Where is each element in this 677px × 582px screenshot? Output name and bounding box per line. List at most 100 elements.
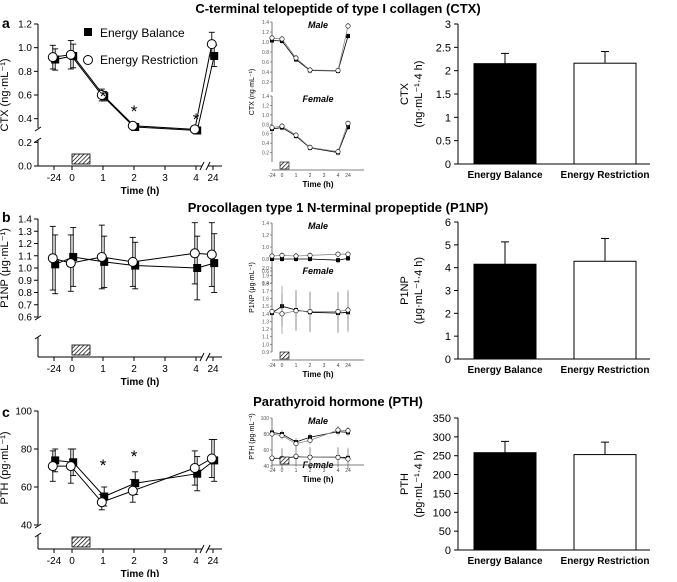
p1np-time-x-label: Time (h) xyxy=(121,377,160,388)
p1np-insets-male-y-tick-label: 1.2 xyxy=(262,233,269,239)
ctx-insets-female-y-tick-label: 1.0 xyxy=(262,113,269,119)
p1np-insets-female-y-tick-label: 1.3 xyxy=(262,319,269,325)
p1np-insets-female-label: Female xyxy=(302,266,333,276)
ctx-insets-male-point-restriction xyxy=(293,55,299,61)
pth-auc-y-label: PTH xyxy=(399,473,411,495)
p1np-auc-y-tick-label: 3 xyxy=(445,286,451,298)
pth-time-y-tick-label: 40 xyxy=(21,521,33,532)
ctx-insets-male-y-tick-label: 0.2 xyxy=(262,80,269,86)
ctx-insets-female-point-restriction xyxy=(293,132,299,138)
pth-insets-x-tick-label: 24 xyxy=(345,468,351,474)
pth-insets-male-point-restriction xyxy=(293,441,299,447)
ctx-auc-y-tick-label: 2.5 xyxy=(436,42,451,54)
p1np-insets-male-y-tick-label: 1.0 xyxy=(262,245,269,251)
ctx-insets-female-y-tick-label: 1.2 xyxy=(262,103,269,109)
p1np-time-y-break-mark xyxy=(34,334,42,340)
p1np-auc-y-tick-label: 4 xyxy=(445,263,451,275)
ctx-insets-female-point-restriction xyxy=(307,144,313,150)
p1np-insets-female-y-tick-label: 2.0 xyxy=(262,266,269,272)
ctx-time-x-break-mark xyxy=(205,161,211,171)
p1np-time-y-tick-label: 0.6 xyxy=(18,313,32,324)
ctx-insets-female-y-tick-label: 0.2 xyxy=(262,151,269,157)
legend-restriction-marker xyxy=(83,55,93,65)
p1np-insets-male-point-balance xyxy=(336,258,340,263)
p1np-time-y-label: P1NP (μg·mL⁻¹) xyxy=(0,228,11,308)
pth-auc-y-tick-label: 150 xyxy=(433,488,451,500)
p1np-insets-female-y-tick-label: 1.4 xyxy=(262,312,269,318)
ctx-time-y-tick-label: 0.0 xyxy=(18,162,32,173)
pth-time-point-balance xyxy=(100,492,109,501)
p1np-insets-male-label: Male xyxy=(308,221,328,231)
ctx-insets-female-point-balance xyxy=(346,125,350,130)
ctx-auc-y-label-units: (ng·mL⁻¹·4 h) xyxy=(413,61,425,128)
ctx-insets-male-y-tick-label: 1.0 xyxy=(262,40,269,46)
ctx-time-x-label: Time (h) xyxy=(121,186,160,197)
ctx-time-y-tick-label: 0.6 xyxy=(18,91,32,102)
pth-insets-female-point-restriction xyxy=(293,453,299,459)
ctx-time-y-tick-label: 1.2 xyxy=(18,20,32,31)
pth-time-point-restriction xyxy=(47,461,58,472)
ctx-auc-y-tick-label: 2 xyxy=(445,66,451,78)
pth-auc-y-tick-label: 200 xyxy=(433,470,451,482)
pth-insets-male-point-restriction xyxy=(307,437,313,443)
p1np-time-point-balance xyxy=(100,257,109,266)
ctx-auc-y-tick-label: 0 xyxy=(445,159,451,171)
p1np-auc-y-label: P1NP xyxy=(399,276,411,305)
ctx-insets-male-y-tick-label: 1.4 xyxy=(262,20,269,26)
p1np-insets-x-tick-label: 4 xyxy=(337,363,340,369)
ctx-time-y-tick-label: 0.4 xyxy=(18,114,32,125)
p1np-time-point-balance xyxy=(69,252,78,261)
pth-time-x-break-mark xyxy=(199,544,205,554)
p1np-time-point-balance xyxy=(193,264,202,272)
ctx-insets-male-series-line xyxy=(271,25,349,71)
p1np-time-point-restriction xyxy=(127,256,138,267)
p1np-insets-male-point-restriction xyxy=(307,252,313,258)
pth-insets-y-label: PTH (pg·mL⁻¹) xyxy=(249,413,256,459)
p1np-insets-female-point-restriction xyxy=(307,309,313,315)
p1np-insets-female-point-restriction xyxy=(279,311,285,317)
pth-auc-y-tick-label: 100 xyxy=(433,507,451,519)
p1np-time-y-break-mark xyxy=(34,315,42,321)
pth-auc-y-tick-label: 250 xyxy=(433,451,451,463)
ctx-time-y-break-mark xyxy=(34,126,42,132)
ctx-insets-male-point-restriction xyxy=(307,67,313,73)
ctx-insets-male-point-restriction xyxy=(269,35,275,41)
p1np-insets-female-point-restriction xyxy=(335,309,341,315)
p1np-insets-male-point-balance xyxy=(308,257,312,261)
ctx-time-y-tick-label: 0.8 xyxy=(18,67,32,78)
p1np-insets-male-y-tick-label: 0.8 xyxy=(262,257,269,263)
ctx-auc-y-tick-label: 1 xyxy=(445,112,451,124)
p1np-time-y-tick-label: 1.2 xyxy=(18,239,32,250)
ctx-insets-male-point-balance xyxy=(346,34,350,38)
ctx-time-x-break-mark xyxy=(199,161,205,171)
p1np-insets-female-point-restriction xyxy=(293,308,299,314)
pth-insets-female-point-restriction xyxy=(307,454,313,460)
p1np-insets-male-point-restriction xyxy=(279,252,285,258)
ctx-insets-female-point-restriction xyxy=(345,120,351,126)
p1np-insets-male-point-restriction xyxy=(335,251,341,257)
p1np-insets-female-y-tick-label: 1.5 xyxy=(262,304,269,310)
pth-time-point-balance xyxy=(193,469,202,478)
p1np-insets-male-point-balance xyxy=(280,257,284,261)
p1np-time-y-tick-label: 1.4 xyxy=(18,215,32,226)
panel-label-a: a xyxy=(2,15,10,31)
p1np-time-y-tick-label: 1.1 xyxy=(18,251,32,262)
pth-insets-male-y-tick-label: 80 xyxy=(263,432,269,438)
ctx-time-point-restriction xyxy=(96,90,107,100)
p1np-insets-male-y-tick-label: 0.4 xyxy=(262,281,269,287)
ctx-time-x-tick-label: -24 xyxy=(47,173,62,184)
p1np-auc-category-label: Energy Restriction xyxy=(561,365,650,376)
ctx-time-y-tick-label: 1.0 xyxy=(18,43,32,54)
p1np-insets-x-tick-label: 1 xyxy=(295,363,298,369)
ctx-auc-bar-restriction xyxy=(573,62,637,165)
pth-auc-y-label-units: (pg·mL⁻¹·4 h) xyxy=(413,451,425,518)
pth-time-point-restriction xyxy=(189,463,200,473)
pth-insets-x-tick-label: 3 xyxy=(323,468,326,474)
p1np-time-point-balance xyxy=(210,259,219,268)
legend-balance-marker xyxy=(84,28,92,36)
pth-time-y-break-mark xyxy=(34,532,42,538)
ctx-insets-x-tick-label: 1 xyxy=(295,173,298,179)
p1np-auc-chart: 0 1 2 3 4 5 6 P1NP (μg·mL⁻¹·4 h) Energy Balance En… xyxy=(399,217,650,376)
p1np-time-y-tick-label: 0.7 xyxy=(18,300,32,311)
